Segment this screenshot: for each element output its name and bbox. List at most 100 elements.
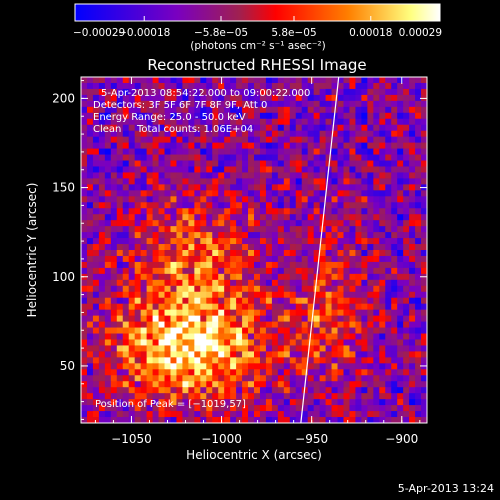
heatmap-cell [277, 261, 285, 269]
heatmap-cell [379, 88, 386, 96]
heatmap-cell [146, 154, 154, 162]
heatmap-cell [337, 178, 345, 185]
heatmap-cell [415, 148, 422, 156]
heatmap-cell [355, 232, 362, 239]
heatmap-cell [182, 100, 189, 108]
heatmap-cell [140, 303, 148, 311]
heatmap-cell [230, 369, 237, 376]
heatmap-cell [170, 387, 178, 394]
heatmap-cell [391, 405, 398, 412]
heatmap-cell [361, 351, 368, 358]
heatmap-cell [415, 142, 422, 150]
heatmap-cell [194, 166, 201, 174]
heatmap-cell [283, 297, 291, 305]
heatmap-cell [331, 381, 339, 388]
heatmap-cell [409, 190, 416, 197]
heatmap-cell [122, 160, 130, 168]
heatmap-cell [176, 244, 184, 251]
heatmap-cell [128, 148, 136, 156]
heatmap-cell [158, 238, 166, 245]
heatmap-cell [373, 321, 380, 329]
heatmap-cell [81, 154, 88, 162]
heatmap-cell [110, 339, 118, 347]
heatmap-cell [421, 214, 427, 221]
heatmap-cell [289, 333, 297, 341]
heatmap-cell [134, 232, 142, 239]
heatmap-cell [218, 333, 225, 341]
heatmap-cell [176, 261, 184, 269]
heatmap-cell [367, 327, 374, 335]
heatmap-cell [397, 82, 404, 90]
heatmap-cell [403, 82, 410, 90]
heatmap-cell [325, 315, 333, 323]
heatmap-cell [331, 345, 339, 353]
heatmap-cell [242, 118, 249, 126]
heatmap-cell [391, 232, 398, 239]
heatmap-cell [128, 190, 136, 197]
heatmap-cell [194, 250, 201, 257]
heatmap-cell [128, 202, 136, 209]
heatmap-cell [367, 321, 374, 329]
heatmap-cell [98, 255, 106, 263]
heatmap-cell [295, 106, 303, 114]
heatmap-cell [224, 238, 231, 245]
heatmap-cell [206, 160, 213, 168]
heatmap-cell [134, 88, 142, 96]
heatmap-cell [343, 351, 351, 358]
heatmap-cell [230, 393, 237, 400]
heatmap-cell [134, 112, 142, 120]
heatmap-cell [224, 297, 231, 305]
heatmap-cell [92, 327, 100, 335]
heatmap-cell [81, 309, 88, 317]
heatmap-cell [331, 88, 339, 96]
heatmap-cell [236, 345, 243, 353]
heatmap-cell [349, 411, 357, 418]
heatmap-cell [325, 417, 333, 423]
heatmap-cell [122, 279, 130, 287]
heatmap-cell [152, 82, 160, 90]
heatmap-cell [367, 88, 374, 96]
heatmap-cell [230, 196, 237, 203]
heatmap-cell [200, 77, 207, 84]
heatmap-cell [188, 250, 195, 257]
heatmap-cell [283, 106, 291, 114]
heatmap-cell [307, 232, 315, 239]
heatmap-cell [295, 82, 303, 90]
heatmap-cell [343, 345, 351, 353]
heatmap-cell [200, 393, 207, 400]
heatmap-cell [337, 267, 345, 275]
heatmap-cell [319, 381, 327, 388]
heatmap-cell [116, 357, 124, 364]
heatmap-cell [337, 112, 345, 120]
heatmap-cell [206, 345, 213, 353]
heatmap-cell [116, 202, 124, 209]
heatmap-cell [200, 190, 207, 197]
heatmap-cell [218, 202, 225, 209]
heatmap-cell [403, 148, 410, 156]
heatmap-cell [116, 77, 124, 84]
heatmap-cell [230, 333, 237, 341]
heatmap-cell [182, 309, 189, 317]
heatmap-cell [259, 267, 267, 275]
heatmap-cell [212, 202, 219, 209]
heatmap-cell [409, 369, 416, 376]
heatmap-cell [331, 250, 339, 257]
heatmap-cell [379, 82, 386, 90]
heatmap-cell [176, 190, 184, 197]
heatmap-cell [212, 309, 219, 317]
heatmap-cell [361, 387, 368, 394]
heatmap-cell [254, 321, 261, 329]
heatmap-cell [218, 393, 225, 400]
heatmap-cell [146, 166, 154, 174]
heatmap-cell [200, 244, 207, 251]
heatmap-cell [307, 261, 315, 269]
heatmap-cell [337, 160, 345, 168]
heatmap-cell [415, 178, 422, 185]
heatmap-cell [188, 345, 195, 353]
heatmap-cell [98, 196, 106, 203]
heatmap-cell [81, 363, 88, 370]
heatmap-cell [212, 291, 219, 299]
heatmap-cell [385, 220, 392, 227]
heatmap-cell [391, 285, 398, 293]
heatmap-cell [283, 202, 291, 209]
